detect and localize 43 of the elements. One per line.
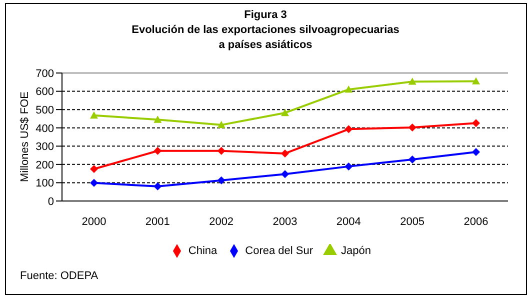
x-tick-label: 2001 [145, 216, 170, 228]
x-tick-label: 2004 [336, 216, 361, 228]
point [281, 149, 289, 158]
point [472, 148, 480, 156]
point [344, 162, 353, 170]
point [344, 85, 353, 93]
x-tick-label: 2002 [209, 216, 234, 228]
point [217, 146, 226, 155]
y-tick-label: 100 [36, 178, 54, 190]
legend-label: Corea del Sur [245, 244, 314, 257]
point [90, 165, 98, 173]
x-tick-label: 2000 [82, 216, 106, 228]
y-tick-label: 0 [48, 196, 54, 208]
source-note: Fuente: ODEPA [20, 270, 98, 282]
point [154, 182, 162, 190]
chart-subtitle: Evolución de las exportaciones silvoagropecuarias a países asiáticos [130, 23, 400, 53]
x-tick-label: 2003 [272, 216, 298, 228]
point [154, 146, 162, 155]
point [281, 170, 289, 178]
point [472, 77, 480, 84]
y-tick-label: 700 [36, 68, 54, 80]
point [408, 78, 416, 85]
legend-label: China [188, 244, 218, 257]
x-tick-label: 2005 [400, 216, 425, 228]
point [217, 176, 226, 184]
point [281, 108, 289, 116]
point [408, 155, 416, 164]
y-tick-label: 400 [36, 122, 54, 135]
point [90, 111, 98, 119]
point [90, 178, 98, 187]
y-tick-label: 500 [36, 104, 54, 116]
y-tick-label: 200 [36, 159, 54, 172]
point [472, 119, 480, 128]
y-axis-title: Millones US$ FOE [18, 92, 31, 182]
chart-title: Figura 3 [243, 8, 288, 23]
point [408, 123, 416, 132]
y-tick-label: 600 [36, 86, 54, 98]
point [217, 120, 226, 128]
x-tick-label: 2006 [464, 216, 488, 228]
point [344, 125, 353, 134]
legend-label: Japón [341, 244, 371, 257]
point [154, 116, 162, 123]
y-tick-label: 300 [36, 141, 54, 154]
